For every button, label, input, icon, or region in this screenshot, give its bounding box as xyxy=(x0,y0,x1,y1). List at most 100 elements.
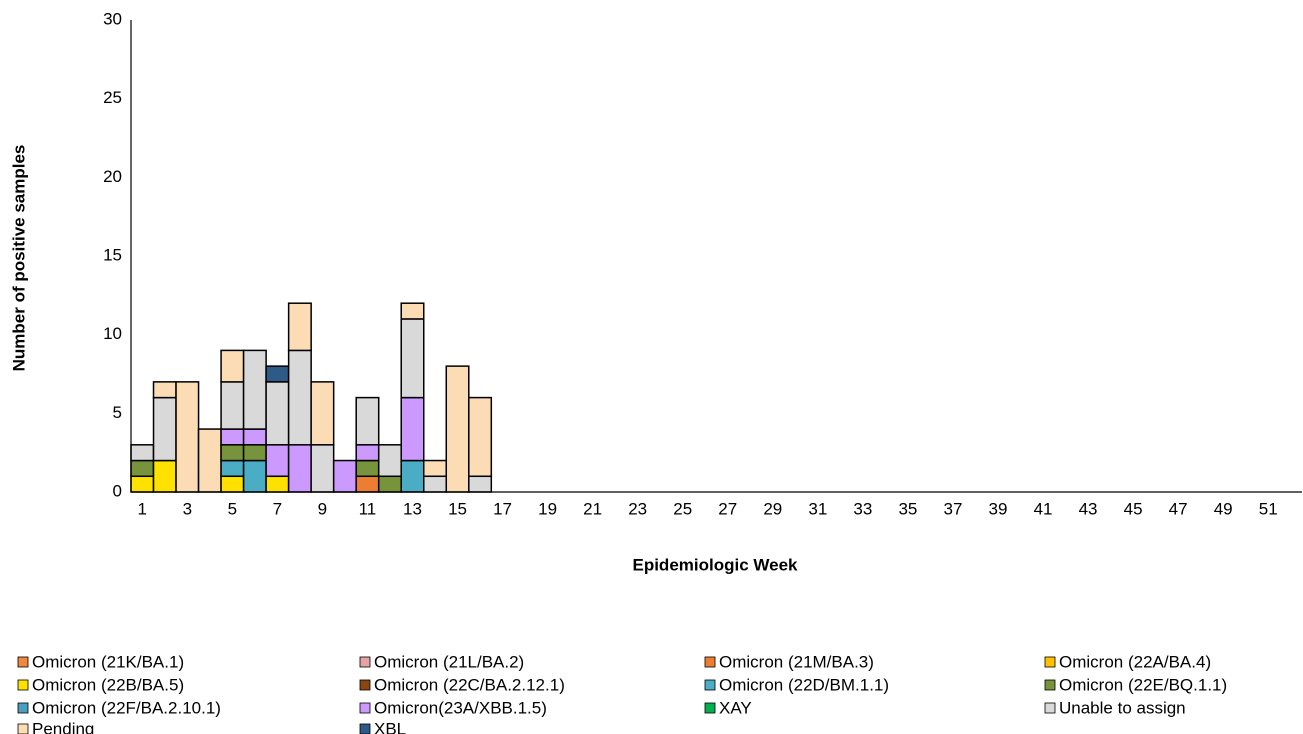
bar-segment xyxy=(220,444,245,462)
bar-segment xyxy=(220,349,245,383)
bar-segment xyxy=(220,381,245,430)
bar-segment xyxy=(242,459,267,493)
y-axis-title: Number of positive samples xyxy=(9,145,28,372)
bar-segment xyxy=(130,475,155,493)
x-tick-label: 27 xyxy=(718,499,737,518)
legend-label: Omicron (22E/BQ.1.1) xyxy=(1059,675,1227,694)
bar-segment xyxy=(265,475,290,493)
x-tick-label: 41 xyxy=(1034,499,1053,518)
bar-segment xyxy=(265,444,290,478)
bar-segment xyxy=(242,349,267,430)
bar-segment xyxy=(287,444,312,493)
x-tick-label: 23 xyxy=(628,499,647,518)
x-tick-label: 37 xyxy=(943,499,962,518)
bar-segment xyxy=(355,444,380,462)
bar-segment xyxy=(400,318,425,399)
bar-segment xyxy=(242,428,267,446)
x-tick-label: 35 xyxy=(898,499,917,518)
x-axis-title: Epidemiologic Week xyxy=(632,555,798,574)
legend-label: Omicron (22B/BA.5) xyxy=(32,675,184,694)
x-tick-label: 5 xyxy=(228,499,237,518)
bar-segment xyxy=(332,459,357,493)
bar-segment xyxy=(130,444,155,462)
legend-swatch xyxy=(704,656,716,668)
bar-segment xyxy=(220,428,245,446)
bar-segment xyxy=(175,381,200,493)
legend-swatch xyxy=(17,702,29,714)
y-tick-label: 15 xyxy=(103,245,122,264)
legend-label: Omicron (22D/BM.1.1) xyxy=(719,675,889,694)
legend-swatch xyxy=(1044,679,1056,691)
x-tick-label: 21 xyxy=(583,499,602,518)
bar-segment xyxy=(242,444,267,462)
x-tick-label: 33 xyxy=(853,499,872,518)
bar-segment xyxy=(197,428,222,493)
legend-label: Omicron (22C/BA.2.12.1) xyxy=(374,675,565,694)
legend-swatch xyxy=(359,656,371,668)
bar-segment xyxy=(400,396,425,462)
legend-label: Pending xyxy=(32,719,94,734)
legend-swatch xyxy=(359,702,371,714)
legend-label: Omicron(23A/XBB.1.5) xyxy=(374,698,547,717)
legend-label: Omicron (22A/BA.4) xyxy=(1059,652,1211,671)
x-tick-label: 31 xyxy=(808,499,827,518)
legend-swatch xyxy=(17,723,29,734)
x-tick-label: 13 xyxy=(403,499,422,518)
bar-segment xyxy=(355,459,380,478)
y-tick-label: 30 xyxy=(103,9,122,28)
bar-segment xyxy=(287,349,312,446)
y-tick-label: 0 xyxy=(113,481,122,500)
x-tick-label: 15 xyxy=(448,499,467,518)
x-tick-label: 1 xyxy=(138,499,147,518)
bar-segment xyxy=(310,381,335,446)
bar-segment xyxy=(400,302,425,320)
x-tick-label: 39 xyxy=(989,499,1008,518)
bar-segment xyxy=(265,365,290,383)
legend-label: Omicron (21K/BA.1) xyxy=(32,652,184,671)
legend-swatch xyxy=(359,723,371,734)
legend-label: Omicron (21M/BA.3) xyxy=(719,652,874,671)
bar-segment xyxy=(287,302,312,352)
bar-segment xyxy=(423,475,448,493)
bar-segment xyxy=(468,475,493,493)
y-tick-label: 10 xyxy=(103,324,122,343)
bar-segment xyxy=(220,475,245,493)
legend-label: Unable to assign xyxy=(1059,698,1186,717)
legend-swatch xyxy=(704,679,716,691)
x-tick-label: 51 xyxy=(1259,499,1278,518)
legend: Omicron (21K/BA.1) Omicron (21L/BA.2) Omic… xyxy=(17,652,1227,734)
x-tick-label: 29 xyxy=(763,499,782,518)
x-tick-label: 45 xyxy=(1124,499,1143,518)
legend-swatch xyxy=(17,679,29,691)
bar-segment xyxy=(423,459,448,478)
legend-label: XBL xyxy=(374,719,406,734)
legend-swatch xyxy=(17,656,29,668)
x-tick-label: 11 xyxy=(359,499,377,518)
x-tick-label: 47 xyxy=(1169,499,1188,518)
x-tick-label: 43 xyxy=(1079,499,1098,518)
bar-segment xyxy=(355,396,380,446)
bar-segment xyxy=(265,381,290,446)
bar-segment xyxy=(377,475,402,493)
y-tick-label: 20 xyxy=(103,167,122,186)
bar-segment xyxy=(220,459,245,478)
bar-segment xyxy=(400,459,425,493)
bar-segment xyxy=(468,396,493,478)
x-tick-label: 25 xyxy=(673,499,692,518)
legend-label: Omicron (21L/BA.2) xyxy=(374,652,524,671)
legend-label: Omicron (22F/BA.2.10.1) xyxy=(32,698,221,717)
bar-segment xyxy=(355,475,380,493)
y-tick-label: 5 xyxy=(113,403,122,422)
legend-swatch xyxy=(1044,702,1056,714)
legend-label: XAY xyxy=(719,698,752,717)
legend-swatch xyxy=(1044,656,1056,668)
bar-segment xyxy=(152,381,177,399)
bar-segment xyxy=(310,444,335,493)
x-tick-label: 7 xyxy=(273,499,282,518)
bar-segment xyxy=(130,459,155,478)
x-tick-label: 3 xyxy=(183,499,192,518)
bar-segment xyxy=(152,396,177,462)
y-tick-label: 25 xyxy=(103,88,122,107)
